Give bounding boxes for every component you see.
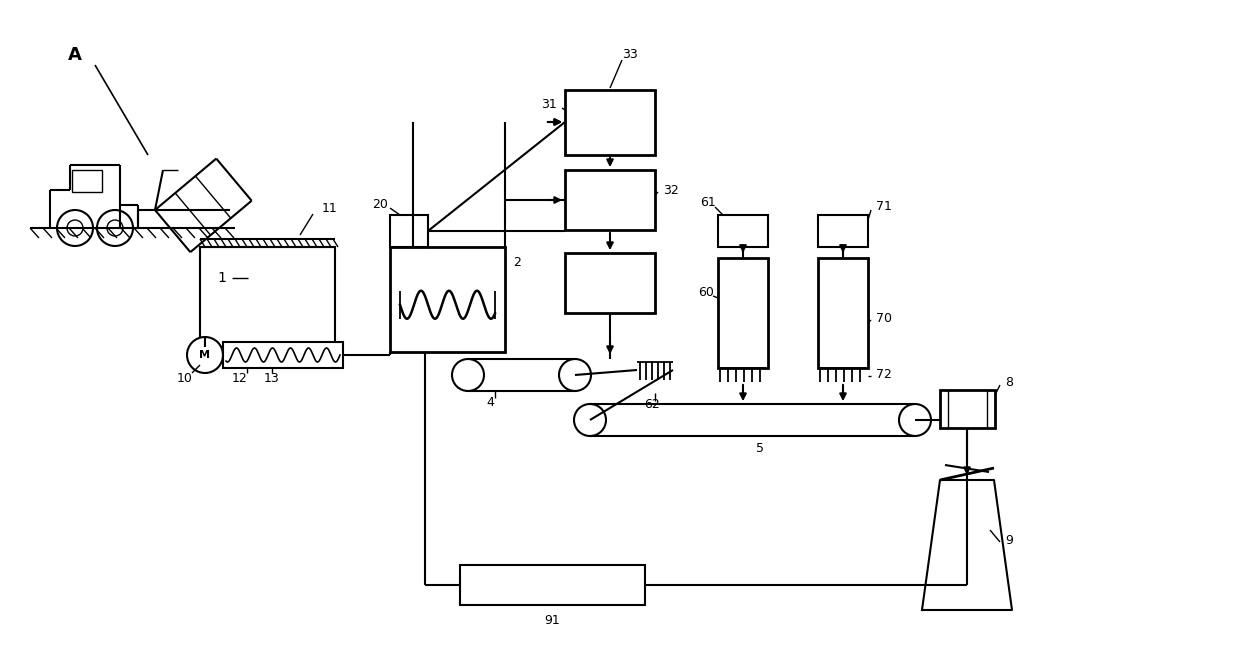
Circle shape bbox=[899, 404, 931, 436]
Circle shape bbox=[57, 210, 93, 246]
Text: 20: 20 bbox=[372, 198, 388, 211]
Circle shape bbox=[187, 337, 223, 373]
Bar bbox=[72, 170, 102, 192]
Text: M: M bbox=[200, 350, 211, 360]
Text: 32: 32 bbox=[663, 183, 678, 196]
Text: 9: 9 bbox=[1004, 533, 1013, 546]
Text: 2: 2 bbox=[513, 256, 521, 269]
Text: 61: 61 bbox=[701, 196, 715, 209]
Text: A: A bbox=[68, 46, 82, 64]
Bar bbox=[460, 565, 645, 605]
Text: 5: 5 bbox=[756, 441, 764, 454]
Text: 13: 13 bbox=[264, 372, 280, 385]
Text: 1: 1 bbox=[217, 271, 227, 285]
Bar bbox=[818, 215, 868, 247]
Circle shape bbox=[97, 210, 133, 246]
Bar bbox=[223, 342, 343, 368]
Text: 11: 11 bbox=[322, 201, 337, 215]
Bar bbox=[391, 215, 428, 247]
Text: 71: 71 bbox=[875, 201, 892, 213]
Text: 72: 72 bbox=[875, 368, 892, 381]
Text: 33: 33 bbox=[622, 48, 637, 61]
Circle shape bbox=[67, 220, 83, 236]
Circle shape bbox=[559, 359, 591, 391]
Text: 62: 62 bbox=[644, 398, 660, 411]
Text: 91: 91 bbox=[544, 614, 560, 627]
Circle shape bbox=[107, 220, 123, 236]
Text: 10: 10 bbox=[177, 372, 193, 385]
Text: 70: 70 bbox=[875, 312, 892, 325]
Circle shape bbox=[453, 359, 484, 391]
Bar bbox=[565, 90, 655, 155]
Bar bbox=[718, 215, 768, 247]
Text: 12: 12 bbox=[232, 372, 248, 385]
Bar bbox=[718, 258, 768, 368]
Text: 60: 60 bbox=[698, 286, 714, 299]
Text: 4: 4 bbox=[486, 396, 494, 409]
Polygon shape bbox=[923, 480, 1012, 610]
Text: 8: 8 bbox=[1004, 376, 1013, 389]
Text: 31: 31 bbox=[541, 98, 557, 111]
Bar bbox=[818, 258, 868, 368]
Bar bbox=[200, 247, 335, 347]
Bar bbox=[565, 170, 655, 230]
Bar bbox=[940, 390, 994, 428]
Bar bbox=[391, 247, 505, 352]
Circle shape bbox=[574, 404, 606, 436]
Bar bbox=[565, 253, 655, 313]
